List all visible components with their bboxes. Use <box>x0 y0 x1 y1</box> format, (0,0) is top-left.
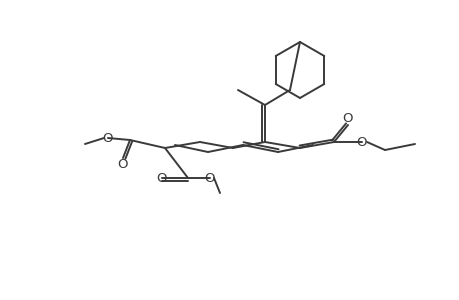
Text: O: O <box>157 172 167 184</box>
Text: O: O <box>356 136 366 148</box>
Text: O: O <box>342 112 353 125</box>
Text: O: O <box>102 131 113 145</box>
Text: O: O <box>204 172 215 184</box>
Text: O: O <box>118 158 128 171</box>
